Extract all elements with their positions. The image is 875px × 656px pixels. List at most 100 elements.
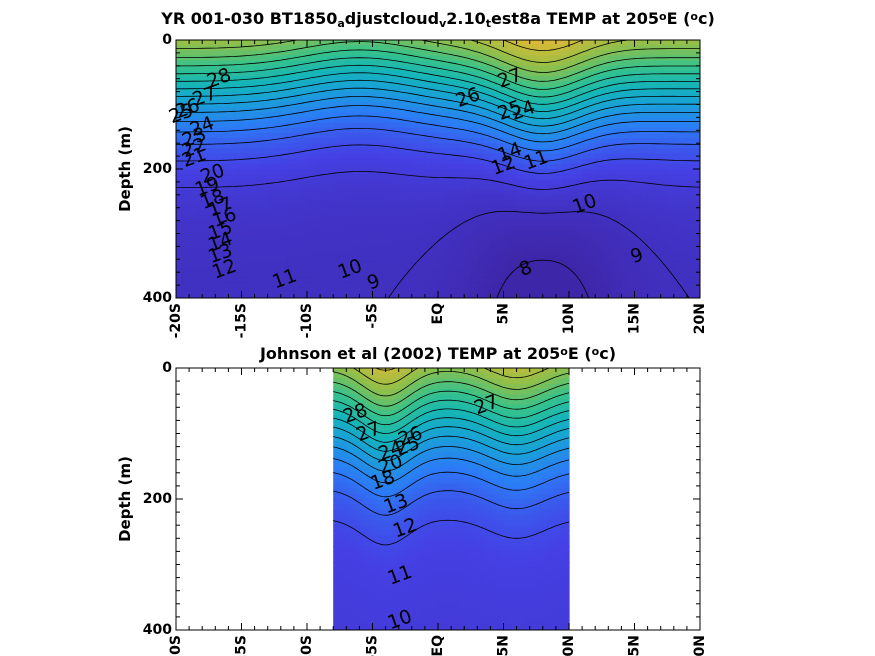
heat-cell xyxy=(398,174,406,180)
heat-cell xyxy=(405,277,413,284)
heat-cell xyxy=(368,451,373,458)
heat-cell xyxy=(254,55,262,62)
heat-cell xyxy=(350,567,355,573)
heat-cell xyxy=(595,236,603,242)
heat-cell xyxy=(362,441,367,448)
heat-cell xyxy=(627,138,636,144)
heat-cell xyxy=(647,158,655,165)
heat-cell xyxy=(451,117,459,124)
heat-cell xyxy=(614,179,622,186)
heat-cell xyxy=(362,462,367,469)
heat-cell xyxy=(562,199,570,206)
heat-cell xyxy=(634,225,642,232)
heat-cell xyxy=(654,50,662,57)
heat-cell xyxy=(549,55,557,62)
heat-cell xyxy=(261,153,269,160)
heat-cell xyxy=(686,148,695,155)
heat-cell xyxy=(496,81,505,88)
heat-cell xyxy=(274,230,282,237)
heat-cell xyxy=(464,215,472,222)
heat-cell xyxy=(267,60,275,67)
heat-cell xyxy=(621,184,629,191)
heat-cell xyxy=(464,241,472,247)
heat-cell xyxy=(287,127,295,134)
heat-cell xyxy=(374,368,379,374)
heat-cell xyxy=(365,148,374,155)
heat-cell xyxy=(208,117,216,124)
heat-cell xyxy=(549,132,557,139)
heat-cell xyxy=(438,184,446,191)
heat-cell xyxy=(431,127,439,134)
heat-cell xyxy=(333,457,337,463)
heat-cell xyxy=(667,184,675,191)
heat-cell xyxy=(667,101,675,108)
heat-cell xyxy=(582,272,590,278)
heat-cell xyxy=(267,70,275,77)
heat-cell xyxy=(221,194,229,201)
heat-cell xyxy=(280,184,288,191)
heat-cell xyxy=(287,76,295,82)
heat-cell xyxy=(549,96,557,103)
heat-cell xyxy=(621,65,629,72)
heat-cell xyxy=(424,107,433,113)
heat-cell xyxy=(356,561,361,568)
heat-cell xyxy=(339,588,343,594)
heat-cell xyxy=(562,117,570,124)
heat-cell xyxy=(195,76,203,82)
heat-cell xyxy=(336,420,340,427)
heat-cell xyxy=(451,96,459,103)
heat-cell xyxy=(280,194,288,201)
heat-cell xyxy=(320,184,328,191)
heat-cell xyxy=(352,117,360,124)
heat-cell xyxy=(614,251,622,258)
heat-cell xyxy=(621,127,629,134)
heat-cell xyxy=(673,215,681,222)
heat-cell xyxy=(385,122,393,129)
heat-cell xyxy=(477,45,485,51)
heat-cell xyxy=(350,546,355,552)
heat-cell xyxy=(274,60,282,67)
heat-cell xyxy=(693,174,700,180)
heat-cell xyxy=(350,519,355,526)
heat-cell xyxy=(241,50,249,57)
heat-cell xyxy=(371,561,376,568)
heat-cell xyxy=(680,179,688,186)
heat-cell xyxy=(555,60,564,67)
heat-cell xyxy=(575,189,583,196)
heat-cell xyxy=(641,76,649,82)
heat-cell xyxy=(356,425,361,432)
heat-cell xyxy=(529,205,537,211)
heat-cell xyxy=(660,220,668,227)
heat-cell xyxy=(424,199,433,206)
heat-cell xyxy=(202,96,210,103)
heat-cell xyxy=(483,50,491,57)
heat-cell xyxy=(601,127,609,134)
heat-cell xyxy=(634,230,642,237)
heat-cell xyxy=(411,107,419,113)
heat-cell xyxy=(228,81,236,88)
heat-cell xyxy=(523,138,531,144)
heat-cell xyxy=(542,91,550,98)
heat-cell xyxy=(627,50,636,57)
heat-cell xyxy=(368,603,373,610)
heat-cell xyxy=(182,189,190,196)
heat-cell xyxy=(667,169,675,175)
heat-cell xyxy=(575,112,583,118)
heat-cell xyxy=(300,138,308,144)
heat-cell xyxy=(601,261,609,268)
heat-cell xyxy=(483,179,491,186)
heat-cell xyxy=(377,483,381,490)
heat-cell xyxy=(614,158,622,165)
heat-cell xyxy=(371,504,376,511)
heat-cell xyxy=(667,251,675,258)
heat-cell xyxy=(549,246,557,253)
heat-cell xyxy=(634,163,642,170)
heat-cell xyxy=(274,246,282,253)
heat-cell xyxy=(356,614,361,621)
heat-cell xyxy=(634,256,642,263)
heat-cell xyxy=(274,55,282,62)
heat-cell xyxy=(374,603,379,610)
heat-cell xyxy=(601,292,609,298)
heat-cell xyxy=(313,236,321,242)
heat-cell xyxy=(464,65,472,72)
